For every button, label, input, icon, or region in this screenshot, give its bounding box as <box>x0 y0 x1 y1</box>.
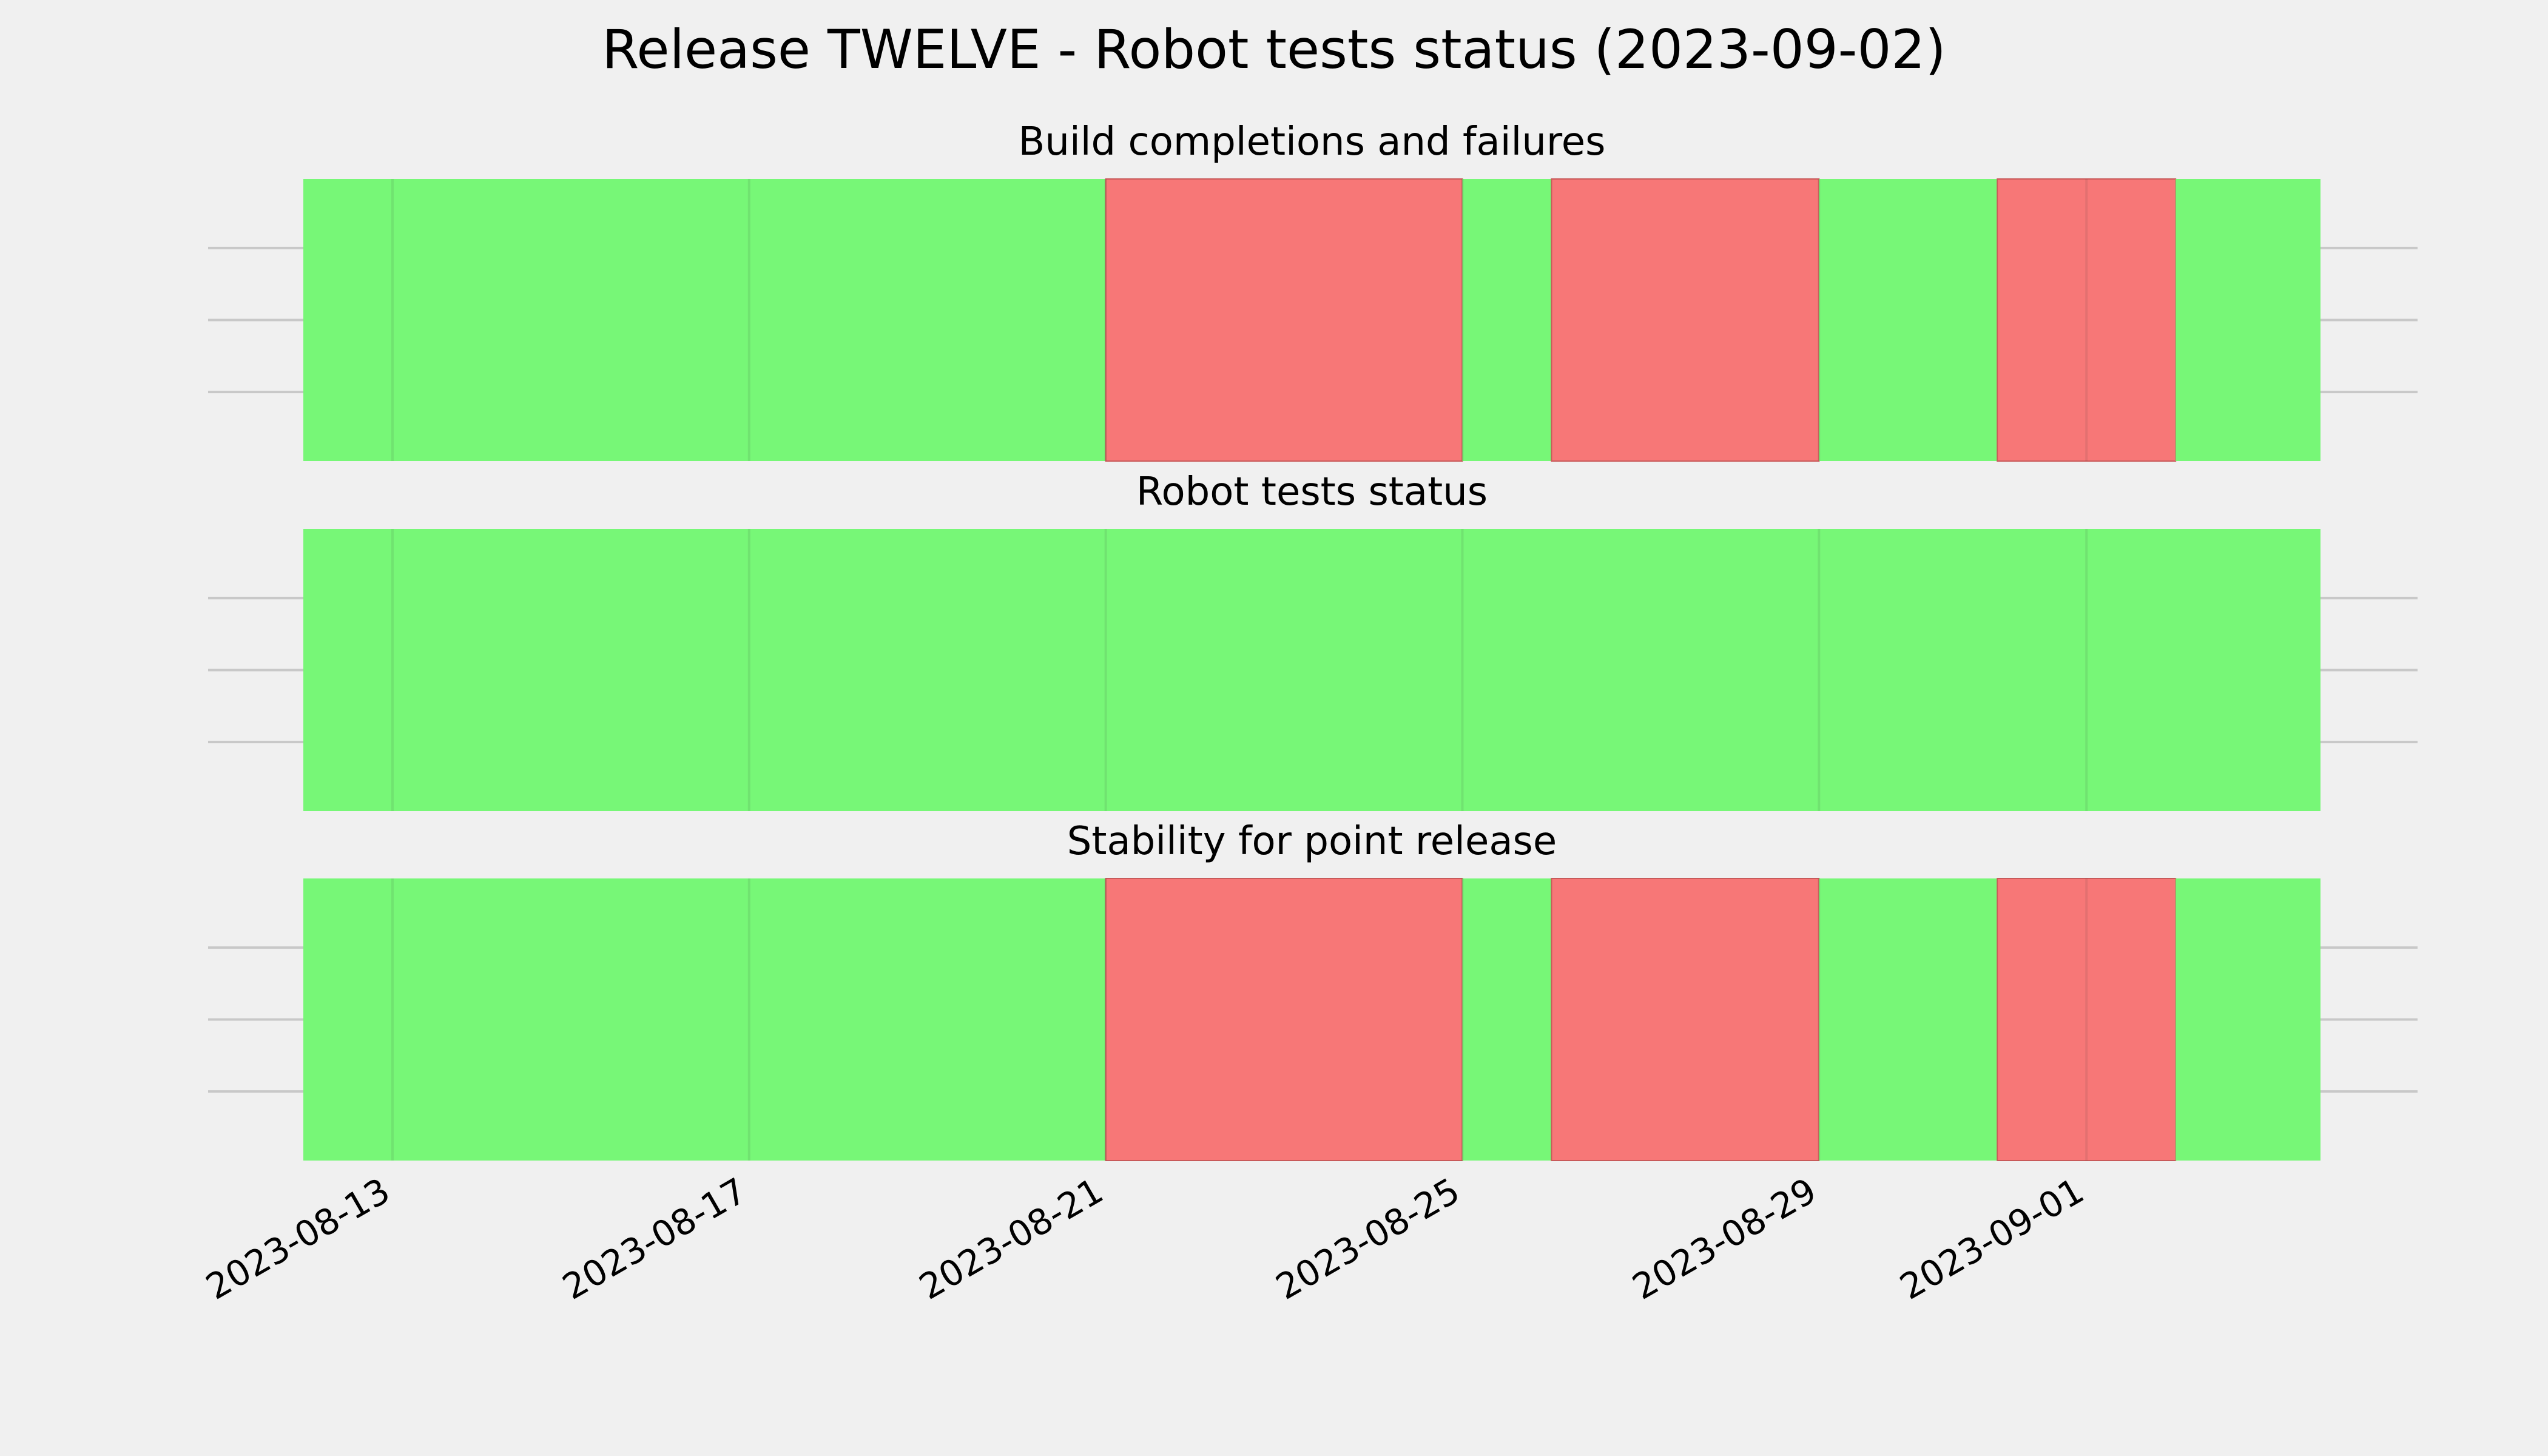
status-segment-pass <box>2176 878 2320 1161</box>
status-segment-pass <box>303 179 1106 461</box>
status-segment-pass <box>2176 179 2320 461</box>
panel-title: Build completions and failures <box>1019 120 1606 164</box>
status-segment-fail <box>1105 178 1463 462</box>
panel-3: Stability for point release <box>208 819 2418 1161</box>
status-segment-fail <box>1105 878 1463 1161</box>
status-segment-fail <box>1997 178 2177 462</box>
x-tick-label: 2023-08-17 <box>556 1170 753 1307</box>
status-segment-pass <box>303 529 2320 811</box>
x-tick-label: 2023-09-01 <box>1893 1170 2091 1307</box>
panel-title: Stability for point release <box>1067 819 1557 864</box>
x-tick-label: 2023-08-29 <box>1625 1170 1823 1307</box>
status-segment-pass <box>1819 179 1998 461</box>
x-axis: 2023-08-13 2023-08-17 2023-08-21 2023-08-25… <box>199 1170 2091 1307</box>
chart-title: Release TWELVE - Robot tests status (202… <box>602 18 1946 81</box>
status-segment-fail <box>1551 878 1820 1161</box>
x-tick-label: 2023-08-13 <box>199 1170 397 1307</box>
panel-title: Robot tests status <box>1136 470 1488 514</box>
status-segment-fail <box>1551 178 1820 462</box>
status-segment-pass <box>1462 179 1552 461</box>
panel-1: Build completions and failures <box>208 120 2418 462</box>
status-segment-pass <box>1819 878 1998 1161</box>
x-tick-label: 2023-08-25 <box>1269 1170 1467 1307</box>
chart-panels: Build completions and failures Robot test… <box>208 120 2418 1161</box>
x-tick-label: 2023-08-21 <box>912 1170 1110 1307</box>
status-segment-pass <box>303 878 1106 1161</box>
panel-2: Robot tests status <box>208 470 2418 811</box>
status-segment-pass <box>1462 878 1552 1161</box>
